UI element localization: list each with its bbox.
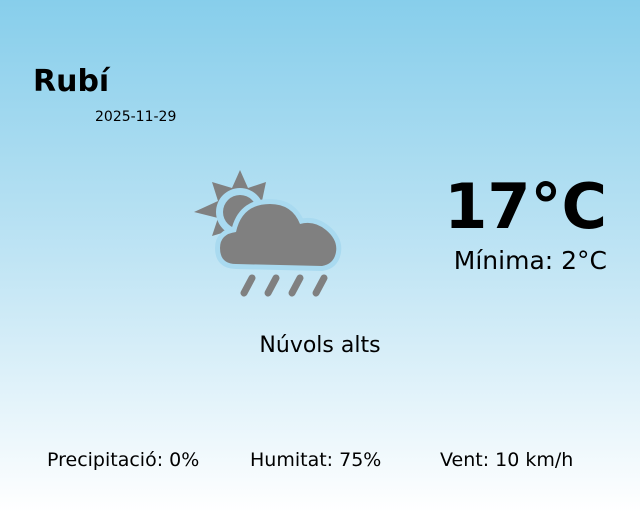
precipitation-stat: Precipitació: 0%	[47, 449, 200, 471]
humidity-stat: Humitat: 75%	[250, 449, 382, 471]
current-temperature: 17°C	[444, 170, 607, 243]
minimum-temperature: Mínima: 2°C	[453, 246, 607, 275]
forecast-date: 2025-11-29	[95, 109, 177, 125]
partly-cloudy-rain-icon	[194, 170, 342, 297]
city-name: Rubí	[33, 64, 110, 99]
weather-condition: Núvols alts	[259, 333, 381, 358]
wind-stat: Vent: 10 km/h	[440, 449, 574, 471]
